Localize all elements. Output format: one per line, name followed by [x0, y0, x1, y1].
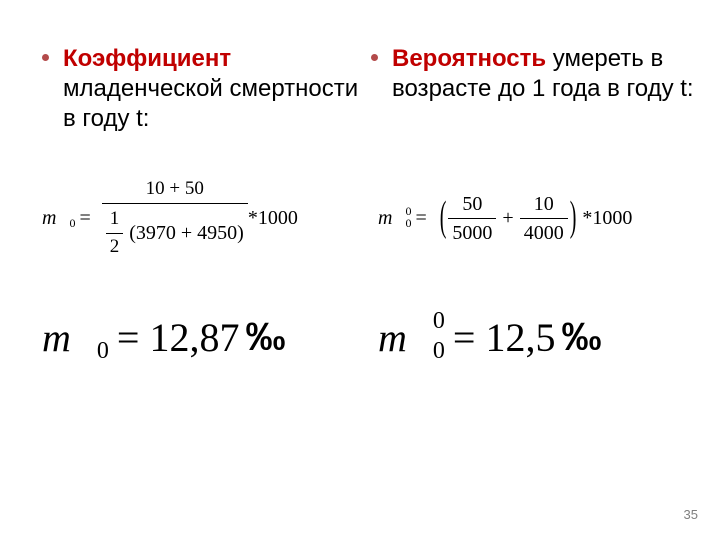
- paren-open: (: [440, 194, 447, 242]
- numerator-left: 10 + 50: [142, 178, 208, 201]
- fraction-one-half: 1 2: [106, 208, 124, 259]
- symbol-m00-right: m00: [378, 207, 405, 230]
- plus-sign: +: [502, 207, 513, 230]
- page-number: 35: [684, 507, 698, 522]
- heading-highlight-left: Коэффициент: [63, 45, 231, 72]
- left-column-heading: Коэффициент младенческой смертности в го…: [42, 44, 371, 134]
- fraction-left-main: 10 + 50 1 2 (3970 + 4950): [102, 178, 248, 258]
- formula-left: m0 = 10 + 50 1 2 (397: [42, 178, 368, 258]
- bullet-item-left: Коэффициент младенческой смертности в го…: [42, 44, 371, 134]
- permille-right: ‰: [561, 315, 601, 360]
- symbol-m00-result-right: m00: [378, 314, 433, 361]
- equals: =: [107, 315, 150, 360]
- bullet-dot-icon: [371, 54, 378, 61]
- denominator-paren-expr: (3970 + 4950): [129, 221, 244, 245]
- right-column-heading: Вероятность умереть в возрасте до 1 года…: [371, 44, 700, 134]
- symbol-m0-left: m0: [42, 207, 69, 230]
- bullet-item-right: Вероятность умереть в возрасте до 1 года…: [371, 44, 700, 104]
- result-left: m0 = 12,87 ‰: [42, 314, 368, 361]
- equals: =: [410, 207, 431, 229]
- heading-rest-left: младенческой смертности в году t:: [63, 75, 358, 132]
- fraction-term1: 50 5000: [448, 192, 496, 245]
- slide: Коэффициент младенческой смертности в го…: [0, 0, 720, 540]
- fraction-term2: 10 4000: [520, 192, 568, 245]
- result-value-left: 12,87: [149, 315, 239, 360]
- equals: =: [74, 207, 95, 229]
- heading-text-right: Вероятность умереть в возрасте до 1 года…: [392, 44, 700, 104]
- times-1000-left: *1000: [248, 207, 298, 230]
- symbol-m0-result-left: m0: [42, 314, 97, 361]
- heading-highlight-right: Вероятность: [392, 45, 546, 72]
- times-1000-right: *1000: [582, 207, 632, 230]
- paren-close: ): [570, 194, 577, 242]
- heading-text-left: Коэффициент младенческой смертности в го…: [63, 44, 371, 134]
- result-row: m0 = 12,87 ‰ m00 = 12,5 ‰: [0, 314, 720, 361]
- equals: =: [443, 315, 486, 360]
- bullet-dot-icon: [42, 54, 49, 61]
- permille-left: ‰: [245, 315, 285, 360]
- result-value-right: 12,5: [485, 315, 555, 360]
- formula-right: m00 = ( 50 5000 + 10 4000 ) *1000: [368, 192, 704, 245]
- result-right: m00 = 12,5 ‰: [368, 314, 704, 361]
- formula-row: m0 = 10 + 50 1 2 (397: [0, 178, 720, 258]
- two-column-header: Коэффициент младенческой смертности в го…: [0, 0, 720, 134]
